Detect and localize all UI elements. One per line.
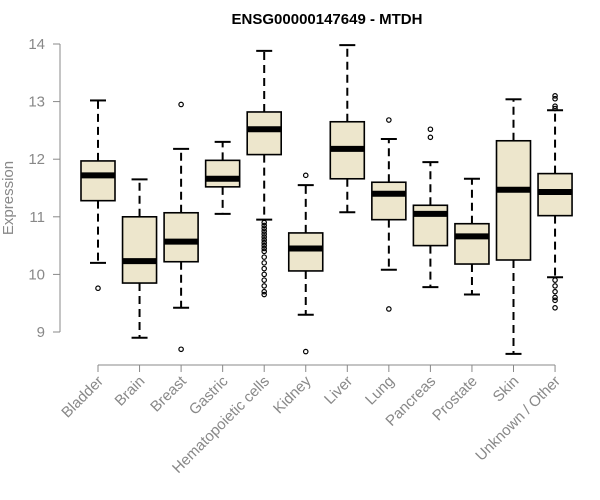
outlier-point bbox=[552, 93, 558, 99]
x-tick-label: Kidney bbox=[270, 372, 315, 417]
box-iqr bbox=[204, 159, 241, 188]
outlier-point bbox=[261, 231, 268, 237]
box-iqr bbox=[287, 232, 324, 272]
box-prostate bbox=[454, 177, 490, 296]
outlier-point bbox=[261, 291, 268, 298]
outlier-point bbox=[261, 225, 268, 232]
outlier-point bbox=[552, 103, 558, 110]
outlier-point bbox=[552, 294, 558, 301]
y-tick-label: 9 bbox=[37, 324, 45, 341]
box-lung bbox=[371, 117, 407, 312]
x-tick-label: Breast bbox=[147, 372, 190, 415]
outlier-point bbox=[386, 306, 392, 312]
chart-title: ENSG00000147649 - MTDH bbox=[232, 11, 423, 28]
x-tick-label: Liver bbox=[321, 373, 356, 408]
box-unknown-other bbox=[537, 93, 573, 311]
outlier-point bbox=[178, 101, 184, 108]
outlier-point bbox=[261, 283, 268, 289]
outlier-point bbox=[552, 277, 558, 283]
outlier-point bbox=[386, 117, 392, 123]
outlier-point bbox=[261, 234, 268, 240]
outlier-point bbox=[552, 305, 558, 311]
y-axis: 9 10 11 12 13 14 bbox=[28, 36, 61, 341]
outlier-point bbox=[261, 237, 268, 243]
outlier-point bbox=[261, 277, 268, 283]
box-hematopoietic-cells bbox=[246, 49, 282, 298]
y-axis-label: Expression bbox=[0, 161, 17, 235]
outlier-point bbox=[261, 219, 268, 226]
outlier-point bbox=[552, 105, 558, 112]
box-kidney bbox=[287, 172, 324, 355]
box-bladder bbox=[80, 99, 116, 292]
outlier-point bbox=[302, 172, 309, 179]
outlier-point bbox=[261, 245, 268, 252]
box-iqr bbox=[80, 160, 116, 202]
outlier-point bbox=[261, 265, 268, 272]
box-breast bbox=[163, 101, 199, 353]
outlier-point bbox=[261, 260, 268, 266]
outlier-point bbox=[552, 283, 558, 289]
y-tick-label: 11 bbox=[29, 209, 45, 226]
x-tick-label: Prostate bbox=[429, 373, 481, 425]
outlier-point bbox=[261, 239, 268, 246]
box-pancreas bbox=[412, 126, 449, 289]
y-tick-label: 12 bbox=[28, 151, 45, 168]
outlier-point bbox=[261, 288, 268, 295]
box-iqr bbox=[495, 139, 532, 261]
plot-area bbox=[80, 44, 573, 355]
box-iqr bbox=[371, 181, 407, 221]
outlier-point bbox=[261, 248, 268, 255]
outlier-point bbox=[427, 134, 434, 141]
outlier-point bbox=[302, 348, 309, 355]
outlier-point bbox=[178, 346, 184, 353]
y-tick-label: 10 bbox=[28, 266, 45, 283]
x-tick-label: Brain bbox=[112, 373, 149, 410]
box-iqr bbox=[121, 216, 158, 284]
outlier-point bbox=[95, 285, 101, 292]
box-brain bbox=[121, 178, 158, 339]
box-skin bbox=[495, 98, 532, 355]
outlier-point bbox=[261, 254, 268, 260]
box-iqr bbox=[163, 211, 199, 263]
x-tick-label: Skin bbox=[490, 373, 523, 406]
outlier-point bbox=[261, 228, 268, 235]
outlier-point bbox=[261, 271, 268, 278]
outlier-point bbox=[552, 95, 558, 102]
outlier-point bbox=[261, 242, 268, 249]
outlier-point bbox=[261, 222, 268, 229]
box-iqr bbox=[246, 111, 282, 156]
y-tick-label: 13 bbox=[28, 94, 45, 111]
outlier-point bbox=[552, 288, 558, 295]
outlier-point bbox=[427, 126, 434, 133]
x-tick-label: Bladder bbox=[58, 373, 107, 422]
box-liver bbox=[329, 44, 366, 214]
x-tick-label: Lung bbox=[362, 373, 398, 409]
box-gastric bbox=[204, 140, 241, 215]
outlier-point bbox=[552, 297, 558, 304]
box-iqr bbox=[454, 222, 490, 265]
y-tick-label: 14 bbox=[28, 36, 45, 53]
